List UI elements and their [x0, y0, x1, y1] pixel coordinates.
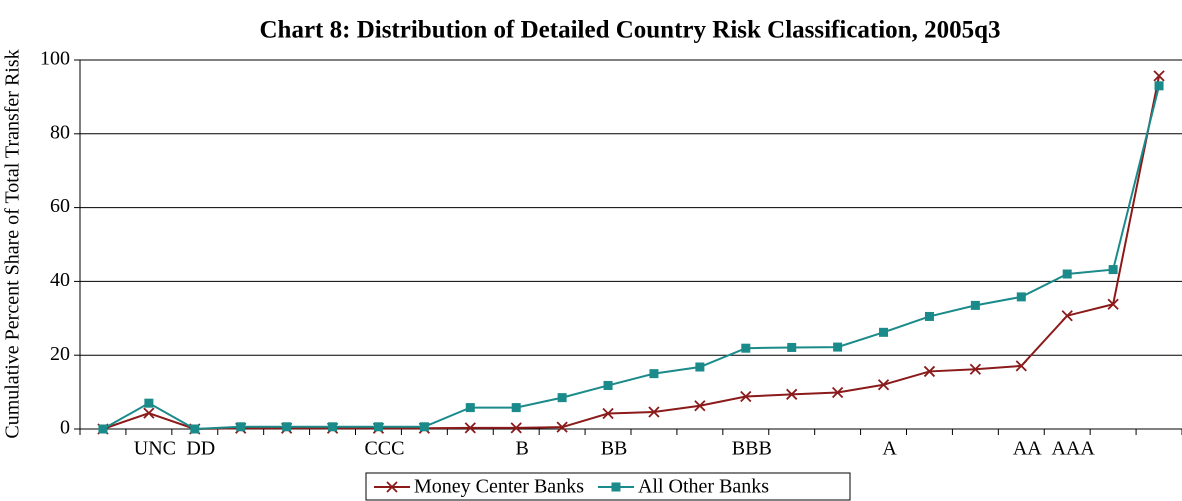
marker: [143, 407, 155, 419]
y-axis-title: Cumulative Percent Share of Total Transf…: [2, 49, 24, 438]
marker: [464, 422, 476, 434]
marker: [1107, 298, 1119, 310]
marker: [877, 379, 890, 391]
marker: [557, 393, 567, 403]
marker: [786, 388, 798, 400]
marker: [741, 343, 751, 353]
marker: [328, 422, 338, 432]
marker: [144, 398, 154, 408]
marker: [510, 422, 522, 434]
marker: [1153, 70, 1165, 82]
y-tick-label: 60: [50, 195, 70, 217]
x-tick-label: B: [516, 438, 529, 460]
y-tick-label: 80: [50, 121, 70, 143]
marker: [373, 422, 383, 432]
y-tick-label: 100: [40, 48, 70, 70]
legend-marker: [386, 481, 398, 493]
marker: [511, 403, 521, 413]
marker: [831, 386, 844, 399]
marker: [236, 422, 246, 432]
series: [98, 81, 1164, 434]
y-tick-label: 0: [60, 417, 70, 439]
x-tick-label: AA: [1013, 438, 1042, 460]
x-tick-label: BB: [601, 438, 628, 460]
legend: Money Center Banks All Other Banks: [365, 472, 851, 501]
marker: [879, 327, 889, 337]
marker: [1015, 360, 1027, 372]
marker: [603, 380, 613, 390]
x-tick-label: UNC: [134, 438, 176, 460]
x-tick-label: DD: [186, 438, 215, 460]
marker: [648, 406, 660, 418]
marker: [98, 424, 108, 434]
x-tick-label: CCC: [364, 438, 404, 460]
marker: [1108, 265, 1118, 275]
marker: [190, 424, 200, 434]
marker: [1061, 310, 1073, 322]
chart-title: Chart 8: Distribution of Detailed Countr…: [260, 17, 1001, 44]
marker: [969, 363, 982, 375]
marker: [1062, 269, 1072, 279]
marker: [602, 407, 614, 420]
marker: [833, 342, 843, 352]
marker: [282, 422, 292, 432]
legend-label: All Other Banks: [638, 476, 769, 498]
marker: [787, 342, 797, 352]
marker: [740, 390, 752, 403]
marker: [1016, 292, 1026, 302]
marker: [556, 421, 568, 433]
line: [102, 85, 1161, 431]
marker: [465, 403, 475, 413]
legend-label: Money Center Banks: [414, 476, 584, 498]
legend-marker: [611, 482, 621, 492]
line: [102, 75, 1161, 431]
marker: [694, 400, 706, 412]
x-tick-label: BBB: [732, 438, 772, 460]
marker: [695, 362, 705, 372]
marker: [970, 300, 980, 310]
marker: [419, 422, 429, 432]
marker: [649, 369, 659, 379]
x-tick-label: AAA: [1052, 438, 1096, 460]
marker: [924, 311, 934, 321]
marker: [923, 365, 936, 378]
y-tick-label: 40: [50, 269, 70, 291]
y-tick-label: 20: [50, 343, 70, 365]
marker: [1154, 81, 1164, 91]
x-tick-label: A: [882, 438, 897, 460]
